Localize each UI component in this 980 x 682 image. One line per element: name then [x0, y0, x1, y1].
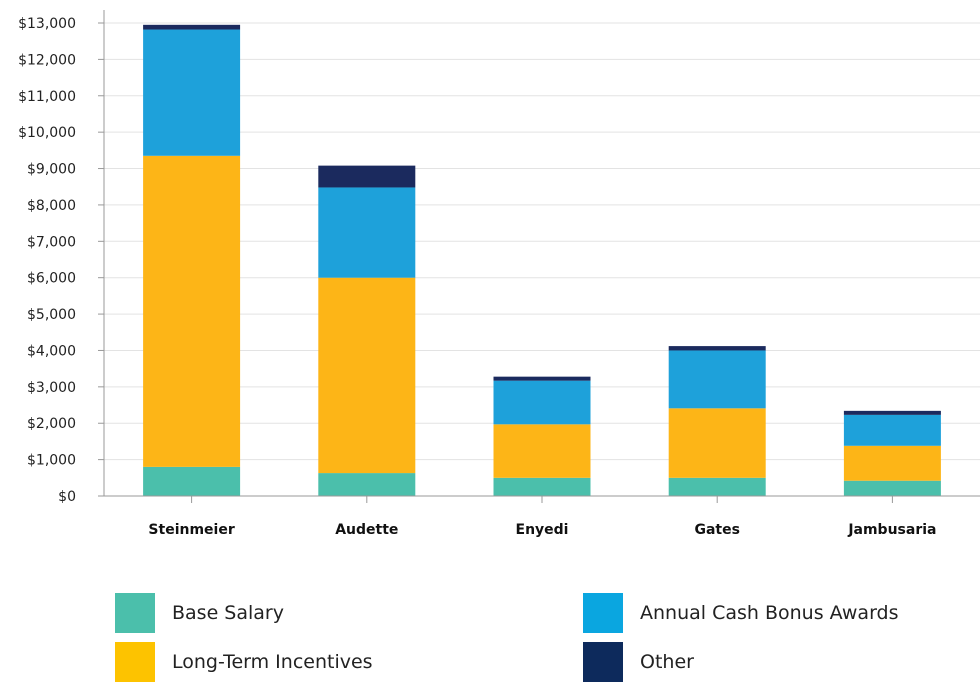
y-tick-label: $6,000 [27, 271, 76, 287]
legend-swatch-base-salary [115, 593, 155, 633]
bar-segment-long-term-incentives-steinmeier [143, 155, 241, 467]
bars [143, 24, 941, 496]
y-tick-label: $10,000 [18, 125, 76, 141]
legend-swatch-long-term-incentives [115, 642, 155, 682]
bar-segment-annual-cash-bonus-awards-steinmeier [143, 29, 241, 156]
bar-segment-other-steinmeier [143, 24, 241, 30]
y-tick-label: $7,000 [27, 234, 76, 250]
legend-label-other: Other [640, 651, 694, 673]
y-tick-label: $0 [58, 489, 76, 505]
x-tick-label-audette: Audette [335, 522, 398, 538]
bar-segment-base-salary-audette [318, 473, 416, 496]
y-tick-label: $12,000 [18, 52, 76, 68]
y-tick-label: $13,000 [18, 16, 76, 32]
legend-swatch-other [583, 642, 623, 682]
bar-segment-other-enyedi [493, 376, 591, 381]
y-tick-label: $4,000 [27, 343, 76, 359]
y-tick-label: $9,000 [27, 162, 76, 178]
legend-item-other: Other [583, 642, 694, 682]
bar-segment-long-term-incentives-enyedi [493, 424, 591, 478]
y-tick-label: $1,000 [27, 453, 76, 469]
bar-segment-annual-cash-bonus-awards-enyedi [493, 380, 591, 425]
x-tick-label-gates: Gates [694, 522, 739, 538]
bar-segment-annual-cash-bonus-awards-audette [318, 187, 416, 278]
axes: $0 $1,000 $2,000 $3,000 $4,000 $5,000 $6,000 $7… [18, 10, 980, 538]
bar-segment-base-salary-enyedi [493, 477, 591, 496]
bar-segment-annual-cash-bonus-awards-jambusaria [843, 414, 941, 446]
y-tick-label: $2,000 [27, 416, 76, 432]
bar-segment-long-term-incentives-jambusaria [843, 445, 941, 481]
bar-segment-base-salary-steinmeier [143, 466, 241, 496]
stacked-bar-chart: $0 $1,000 $2,000 $3,000 $4,000 $5,000 $6,000 $7… [18, 10, 980, 538]
y-tick-label: $8,000 [27, 198, 76, 214]
bar-segment-other-gates [668, 346, 766, 351]
gridlines [104, 22, 980, 461]
bar-segment-other-audette [318, 165, 416, 188]
x-tick-label-enyedi: Enyedi [516, 522, 569, 538]
bar-segment-annual-cash-bonus-awards-gates [668, 350, 766, 409]
bar-segment-base-salary-jambusaria [843, 480, 941, 496]
bar-segment-long-term-incentives-audette [318, 277, 416, 474]
legend-item-long-term-incentives: Long-Term Incentives [115, 642, 373, 682]
x-tick-label-jambusaria: Jambusaria [847, 522, 936, 538]
legend-item-base-salary: Base Salary [115, 593, 284, 633]
bar-segment-base-salary-gates [668, 477, 766, 496]
bar-segment-other-jambusaria [843, 410, 941, 415]
legend-item-annual-cash-bonus: Annual Cash Bonus Awards [583, 593, 899, 633]
legend-label-long-term-incentives: Long-Term Incentives [172, 651, 373, 673]
y-tick-label: $3,000 [27, 380, 76, 396]
y-tick-label: $5,000 [27, 307, 76, 323]
x-tick-label-steinmeier: Steinmeier [148, 522, 234, 538]
legend-swatch-annual-cash-bonus [583, 593, 623, 633]
legend-label-annual-cash-bonus: Annual Cash Bonus Awards [640, 602, 899, 624]
bar-segment-long-term-incentives-gates [668, 408, 766, 478]
legend-label-base-salary: Base Salary [172, 602, 284, 624]
y-tick-label: $11,000 [18, 89, 76, 105]
